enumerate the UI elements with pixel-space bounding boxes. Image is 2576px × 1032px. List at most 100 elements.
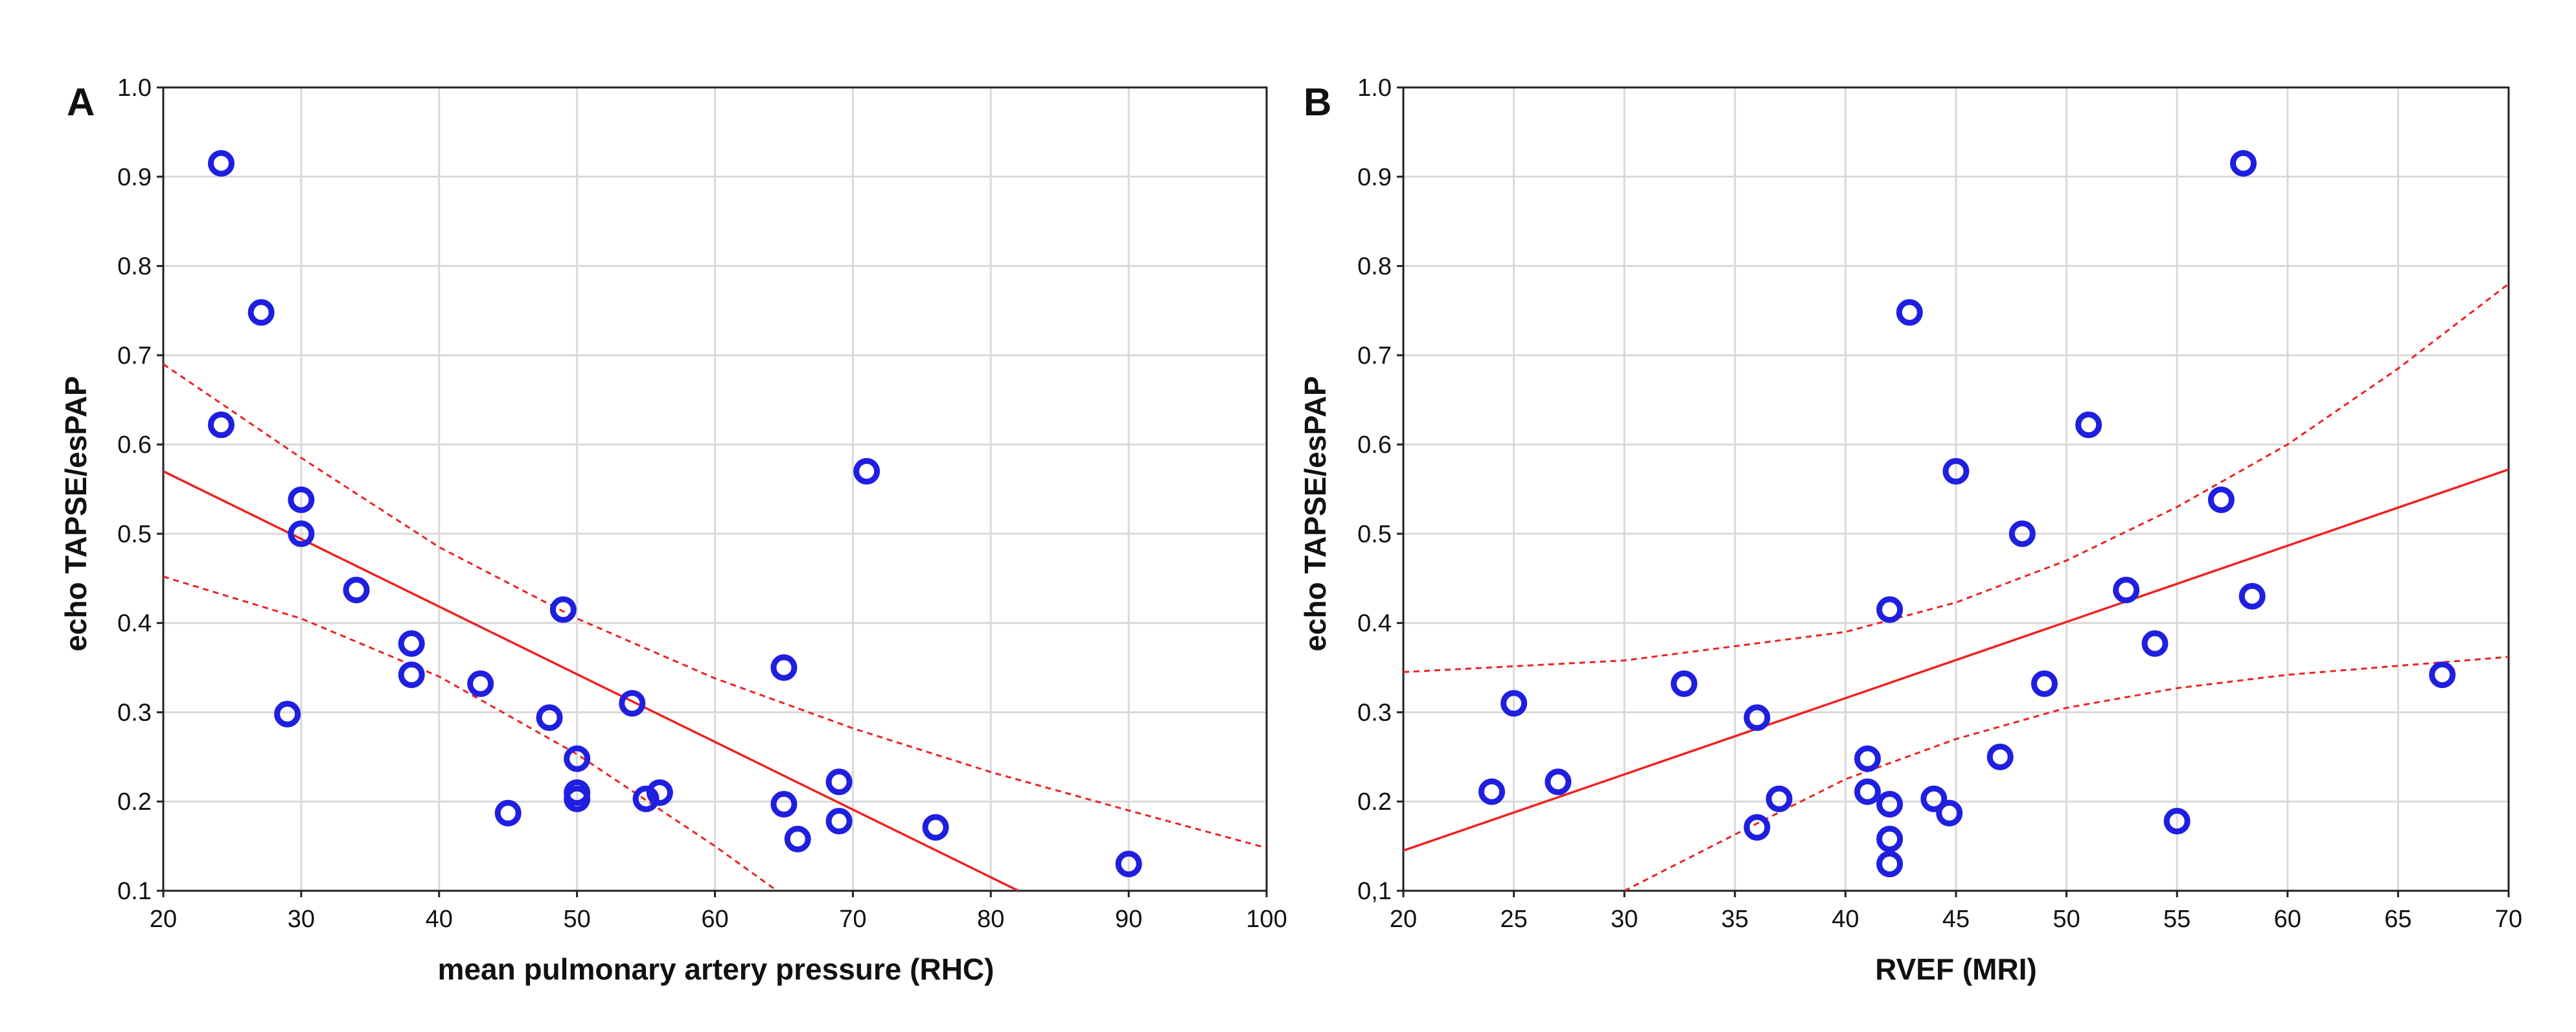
panel-b-data-point: [1876, 825, 1903, 853]
panel-b-data-point: [1896, 299, 1923, 326]
panel-a-y-tick-label: 0.6: [117, 431, 152, 459]
panel-b-x-tick-label: 70: [2495, 906, 2522, 933]
panel-b-data-point: [2075, 411, 2102, 439]
panel-b-regression-line: [1403, 468, 2509, 852]
panel-b-plot-area: 20 25 30 35 40 45 50 55 60 65 70 0,1 0.2 0.3 0.4 0.5 0.6…: [1357, 75, 2522, 933]
panel-b-y-tick-label: 0.8: [1357, 253, 1392, 281]
panel-a-y-tick-label: 0.3: [117, 699, 152, 726]
panel-a-x-tick-label: 50: [563, 906, 590, 933]
panel-b-ci-upper-band: [1403, 282, 2509, 673]
panel-b-data-point: [2238, 582, 2266, 610]
panel-b-data-point: [1876, 851, 1903, 878]
panel-a-data-point: [207, 411, 235, 439]
panel-a-data-point: [619, 690, 646, 717]
panel-a-data-point: [398, 661, 425, 689]
panel-a-data-point: [632, 785, 660, 812]
panel-b-y-tick-label: 0.5: [1357, 521, 1392, 548]
panel-b-y-tick-label: 0.4: [1357, 610, 1392, 637]
panel-b-data-point: [1854, 745, 1881, 772]
panel-a-data-point: [398, 630, 425, 657]
panel-b-data-point: [1478, 778, 1505, 805]
panel-a-y-tick-label: 0.2: [117, 788, 152, 816]
panel-a-data-point: [549, 596, 577, 623]
panel-a-y-tick-label: 0.8: [117, 253, 152, 281]
panel-a-x-tick-label: 20: [150, 906, 177, 933]
panel-b-y-axis-title: echo TAPSE/esPAP: [1298, 376, 1332, 651]
panel-b-data-point: [2113, 577, 2140, 604]
panel-a-data-point: [770, 654, 798, 682]
panel-a-data-point: [274, 700, 301, 728]
panel-b-data-point: [1936, 799, 1963, 827]
panel-b-data-point: [1876, 790, 1903, 818]
panel-b-y-tick-label: 0,1: [1357, 878, 1392, 905]
panel-a-x-tick-label: 40: [426, 906, 453, 933]
panel-b-data-point: [2030, 670, 2058, 697]
panel-a-data-point: [564, 745, 591, 772]
panel-a-x-tick-label: 80: [977, 906, 1004, 933]
panel-b-data-point: [1854, 778, 1881, 805]
panel-b-y-tick-label: 0.3: [1357, 699, 1392, 726]
panel-a-data-point: [467, 670, 494, 697]
panel-a-data-point: [825, 808, 853, 835]
panel-b-y-tick-label: 0.9: [1357, 164, 1392, 191]
panel-b-data-point: [1876, 596, 1903, 623]
panel-b-x-tick-label: 40: [1832, 906, 1859, 933]
panel-b-x-tick-label: 45: [1942, 906, 1970, 933]
panel-b-x-tick-label: 55: [2163, 906, 2191, 933]
panel-a-data-point: [770, 790, 798, 818]
panel-a-x-tick-label: 90: [1115, 906, 1142, 933]
panel-a-data-point: [564, 785, 591, 812]
panel-a-data-point: [784, 825, 811, 853]
panel-a-plot-area: 20 30 40 50 60 70 80 90 100 0.1 0.2 0.3 0.4 0.5 0.6 0.7…: [117, 75, 1287, 933]
panel-b-label: B: [1304, 80, 1331, 124]
panel-a-y-axis-title: echo TAPSE/esPAP: [59, 376, 93, 651]
panel-b-data-point: [1545, 768, 1572, 796]
panel-a-x-tick-label: 60: [701, 906, 728, 933]
panel-a-ci-upper-band: [163, 363, 1267, 849]
panel-b-data-point: [2207, 487, 2235, 514]
panel-a-x-tick-label: 70: [839, 906, 866, 933]
panel-b-data-point: [1501, 690, 1528, 717]
panel-a-data-point: [494, 799, 522, 827]
panel-b-data-point: [1765, 785, 1793, 812]
panel-b-data-point: [1743, 814, 1771, 841]
panel-a-y-tick-label: 1.0: [117, 75, 152, 102]
panel-b-y-tick-label: 0.6: [1357, 431, 1392, 459]
panel-a-data-point: [646, 779, 673, 806]
panel-a-label: A: [67, 80, 95, 124]
panel-b-data-point: [1920, 785, 1948, 812]
panel-b-x-tick-label: 20: [1390, 906, 1417, 933]
panel-b-ci-lower-band: [1624, 656, 2509, 891]
panel-a-data-point: [825, 768, 853, 796]
panel-a-y-tick-label: 0.4: [117, 610, 152, 637]
panel-b-x-tick-label: 30: [1611, 906, 1638, 933]
panel-a-data-point: [288, 520, 315, 547]
panel-b-data-point: [2230, 150, 2257, 177]
panel-b-data-point: [1743, 704, 1771, 731]
panel-a-data-point: [247, 299, 275, 326]
panel-a-x-tick-label: 100: [1246, 906, 1287, 933]
panel-b-x-axis-title: RVEF (MRI): [1875, 952, 2037, 986]
panel-a-data-point: [536, 704, 563, 731]
panel-a-x-axis-title: mean pulmonary artery pressure (RHC): [438, 952, 995, 986]
panel-a-data-point: [343, 577, 370, 604]
panel-b: B RVEF (MRI) echo TAPSE/esPAP 20 25 30 35 40…: [1298, 75, 2522, 986]
panel-b-series-layer: [1403, 282, 2509, 891]
panel-a-data-point: [207, 150, 235, 177]
panel-b-data-point: [2163, 808, 2191, 835]
panel-b-data-point: [2141, 630, 2168, 657]
panel-b-data-point: [2008, 520, 2036, 547]
panel-a-data-point: [922, 814, 949, 841]
panel-a-y-tick-label: 0.5: [117, 521, 152, 548]
panel-b-data-point: [1986, 743, 2014, 770]
panel-a-data-point: [1115, 851, 1142, 878]
panel-b-data-point: [2429, 661, 2456, 689]
panel-b-x-tick-label: 65: [2384, 906, 2411, 933]
panel-b-x-tick-label: 25: [1500, 906, 1527, 933]
panel-b-data-point: [1670, 670, 1697, 697]
panel-a-x-tick-label: 30: [288, 906, 315, 933]
panel-b-data-point: [1942, 457, 1970, 485]
panel-a-y-tick-label: 0.1: [117, 878, 152, 905]
panel-b-x-tick-label: 60: [2274, 906, 2301, 933]
